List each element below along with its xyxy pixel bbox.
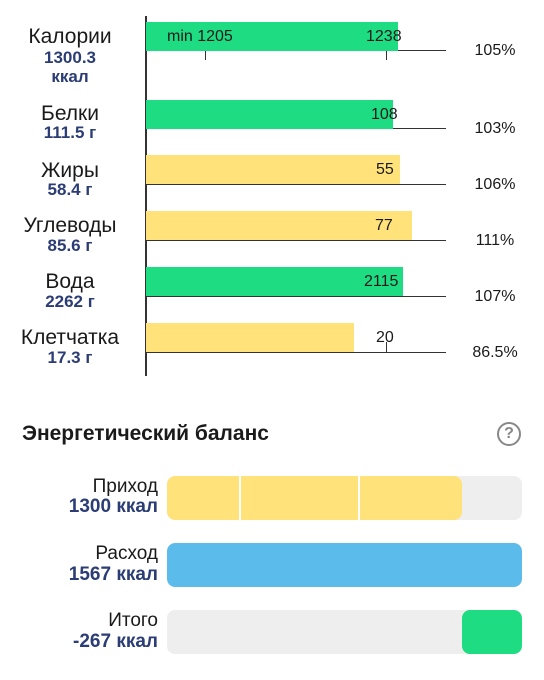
nutrient-amount-water: 2262 г xyxy=(45,292,95,311)
percent-fiber: 86.5% xyxy=(472,344,518,361)
segment-divider xyxy=(358,476,360,520)
reference-line xyxy=(146,240,446,241)
income-fill xyxy=(167,476,462,520)
total-label: Итого xyxy=(108,610,158,631)
nutrient-amount-carbs: 85.6 г xyxy=(47,236,93,255)
total-value: -267 ккал xyxy=(73,631,158,652)
section-title: Энергетический баланс xyxy=(22,422,269,445)
income-value: 1300 ккал xyxy=(68,496,158,517)
nutrient-bar-water[interactable] xyxy=(146,267,403,296)
min-label: min 1205 xyxy=(167,28,233,45)
segment-divider xyxy=(239,476,241,520)
nutrient-label-protein: Белки xyxy=(41,102,99,125)
bar-value-carbs: 77 xyxy=(375,217,393,234)
total-track[interactable] xyxy=(167,610,522,654)
norm-tick xyxy=(386,50,387,60)
total-fill xyxy=(462,610,522,654)
nutrient-bar-fiber[interactable] xyxy=(146,323,354,352)
bar-value-fat: 55 xyxy=(376,161,394,178)
expense-track[interactable] xyxy=(167,543,522,587)
nutrient-amount-fiber: 17.3 г xyxy=(47,348,93,367)
bar-value-fiber: 20 xyxy=(376,329,394,346)
nutrient-amount-calories: 1300.3 xyxy=(44,48,96,67)
nutrient-label-fat: Жиры xyxy=(41,159,99,182)
nutrient-label-carbs: Углеводы xyxy=(23,214,117,237)
nutrient-amount-protein: 111.5 г xyxy=(43,123,97,142)
nutrient-label-calories: Калории xyxy=(28,25,112,48)
percent-water: 107% xyxy=(474,288,516,305)
nutrient-bar-calories[interactable] xyxy=(146,22,398,51)
norm-tick xyxy=(386,342,387,352)
nutrient-bar-fat[interactable] xyxy=(146,155,400,184)
nutrient-label-water: Вода xyxy=(45,270,95,293)
percent-carbs: 111% xyxy=(475,232,515,249)
chart-axis xyxy=(145,16,147,376)
energy-balance-section: Энергетический баланс ? Приход 1300 ккал… xyxy=(0,400,544,680)
percent-fat: 106% xyxy=(474,176,516,193)
percent-calories: 105% xyxy=(474,42,516,59)
reference-line xyxy=(146,184,446,185)
bar-value-protein: 108 xyxy=(371,106,398,123)
nutrient-label-fiber: Клетчатка xyxy=(20,326,120,349)
income-label: Приход xyxy=(92,476,158,497)
nutrient-unit-calories: ккал xyxy=(51,67,89,86)
percent-protein: 103% xyxy=(474,120,516,137)
help-circle-icon[interactable]: ? xyxy=(497,422,521,446)
nutrient-amount-fat: 58.4 г xyxy=(47,180,93,199)
nutrient-bar-protein[interactable] xyxy=(146,100,393,129)
reference-line xyxy=(146,352,446,353)
expense-fill xyxy=(167,543,522,587)
expense-label: Расход xyxy=(95,543,158,564)
bar-value-calories: 1238 xyxy=(366,28,402,45)
nutrient-chart: Калории 1300.3 ккал min 1205 1238 105% Б… xyxy=(20,16,518,376)
min-tick xyxy=(205,50,206,60)
expense-value: 1567 ккал xyxy=(68,564,158,585)
nutrient-bar-carbs[interactable] xyxy=(146,211,412,240)
income-track[interactable] xyxy=(167,476,522,520)
reference-line xyxy=(146,296,446,297)
bar-value-water: 2115 xyxy=(364,273,399,290)
